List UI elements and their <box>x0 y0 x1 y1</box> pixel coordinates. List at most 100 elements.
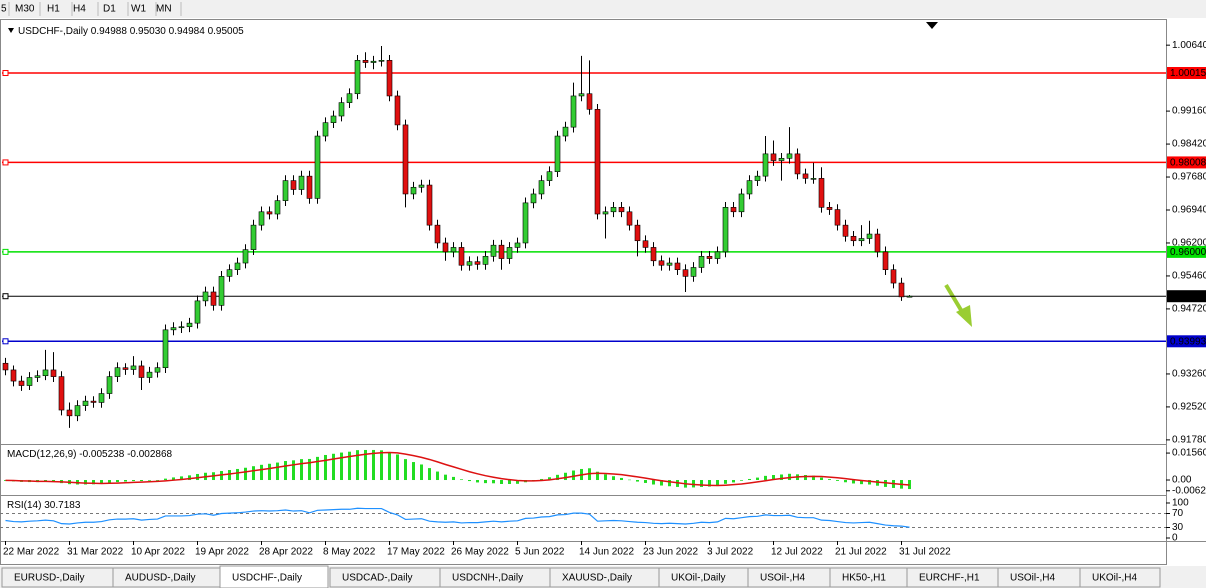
candle-body <box>666 262 673 266</box>
high: 0.95030 <box>130 26 167 37</box>
macd-bar <box>452 476 455 481</box>
timeframe-button[interactable]: W1 <box>131 4 146 15</box>
macd-bar <box>516 480 519 484</box>
macd-bar <box>468 480 471 482</box>
tab[interactable]: XAUUSD-,Daily <box>549 567 660 588</box>
macd-bar <box>436 471 439 481</box>
tab-label: AUDUSD-,Daily <box>125 573 196 584</box>
candle-body <box>514 242 521 248</box>
timeframe-button[interactable]: 5 <box>1 4 7 15</box>
macd-bar <box>148 480 151 481</box>
macd-bar <box>300 459 303 481</box>
macd-bar <box>380 450 383 481</box>
timeframe-button[interactable]: H4 <box>73 4 86 15</box>
candle-body <box>594 109 601 215</box>
candle-body <box>370 60 377 63</box>
macd-bar <box>268 463 271 481</box>
macd-signal-line <box>5 451 910 487</box>
candle-body <box>882 251 889 270</box>
y-tick-label: 0.95460 <box>1172 271 1206 282</box>
candle-body <box>738 193 745 213</box>
tab-label: USDCNH-,Daily <box>452 573 523 584</box>
timeframe-button[interactable]: D1 <box>103 4 116 15</box>
tab[interactable]: EURUSD-,Daily <box>1 567 114 588</box>
macd-bar <box>316 456 319 481</box>
candle-body <box>58 376 65 411</box>
candle-body <box>18 380 25 386</box>
candle-body <box>218 276 225 306</box>
macd-bar <box>396 454 399 481</box>
x-tick-label: 3 Jul 2022 <box>707 547 754 558</box>
candle-body <box>338 102 345 117</box>
macd-bar <box>764 475 767 481</box>
candle-body <box>266 211 273 215</box>
candle-body <box>642 240 649 248</box>
timeframe-button[interactable]: M30 <box>15 4 35 15</box>
macd-bar <box>572 470 575 481</box>
level-price-tag <box>1167 245 1206 258</box>
candle-body <box>762 153 769 177</box>
candle-body <box>154 367 161 373</box>
y-tick-label: 70 <box>1172 508 1184 519</box>
candle-body <box>130 365 137 370</box>
candle-body <box>818 178 825 208</box>
header-arrow <box>8 28 14 33</box>
level-marker <box>2 159 9 166</box>
candle-body <box>714 251 721 259</box>
timeframe-button[interactable]: H1 <box>47 4 60 15</box>
arrow-head <box>956 305 972 327</box>
macd-bar <box>660 480 663 486</box>
candle-body <box>330 115 337 123</box>
macd-bar <box>652 480 655 485</box>
y-tick-label: 0.99160 <box>1172 106 1206 117</box>
rsi-line <box>5 507 910 528</box>
candle-body <box>138 365 145 378</box>
macd-bar <box>180 476 183 481</box>
tab[interactable]: AUDUSD-,Daily <box>112 567 223 588</box>
candle-body <box>434 224 441 244</box>
candle-body <box>706 256 713 259</box>
macd-bar <box>548 477 551 481</box>
candle-body <box>490 244 497 257</box>
candle-body <box>402 124 409 195</box>
candle-body <box>210 291 217 306</box>
tab[interactable]: USOil-,H4 <box>747 567 831 588</box>
timeframe-button[interactable]: MN <box>156 4 172 15</box>
tab[interactable]: EURCHF-,H1 <box>906 567 999 588</box>
shift-marker <box>926 22 938 29</box>
macd-bar <box>340 452 343 481</box>
tab[interactable]: UKOil-,H4 <box>1079 567 1161 588</box>
candle-body <box>898 282 905 298</box>
macd-bar <box>236 468 239 481</box>
open: 0.94988 <box>91 26 128 37</box>
macd-bar <box>508 480 511 484</box>
candle-body <box>858 238 865 242</box>
macd-bar <box>644 480 647 483</box>
y-tick-label: 0.92520 <box>1172 402 1206 413</box>
x-tick-label: 21 Jul 2022 <box>835 547 887 558</box>
x-tick-label: 10 Apr 2022 <box>131 547 185 558</box>
candle-body <box>754 175 761 181</box>
tab[interactable]: USOil-,H4 <box>997 567 1081 588</box>
tab[interactable]: USDCHF-,Daily <box>219 565 329 588</box>
candle-body <box>650 247 657 262</box>
x-tick-label: 17 May 2022 <box>387 547 445 558</box>
candle-body <box>314 135 321 199</box>
candle-body <box>466 261 473 266</box>
x-tick-label: 5 Jun 2022 <box>515 547 565 558</box>
tab-label: HK50-,H1 <box>842 573 886 584</box>
tab[interactable]: USDCAD-,Daily <box>329 567 441 588</box>
level-marker <box>2 338 9 345</box>
y-tick-label: 0.96940 <box>1172 205 1206 216</box>
candle-body <box>746 180 753 195</box>
macd-bar <box>228 470 231 481</box>
tab-label: UKOil-,H4 <box>1092 573 1137 584</box>
tab[interactable]: HK50-,H1 <box>829 567 908 588</box>
x-tick-label: 19 Apr 2022 <box>195 547 249 558</box>
candle-body <box>298 175 305 190</box>
tab[interactable]: UKOil-,Daily <box>658 567 749 588</box>
tab[interactable]: USDCNH-,Daily <box>439 567 551 588</box>
candle-body <box>458 247 465 266</box>
y-tick-label: 0 <box>1172 533 1178 544</box>
